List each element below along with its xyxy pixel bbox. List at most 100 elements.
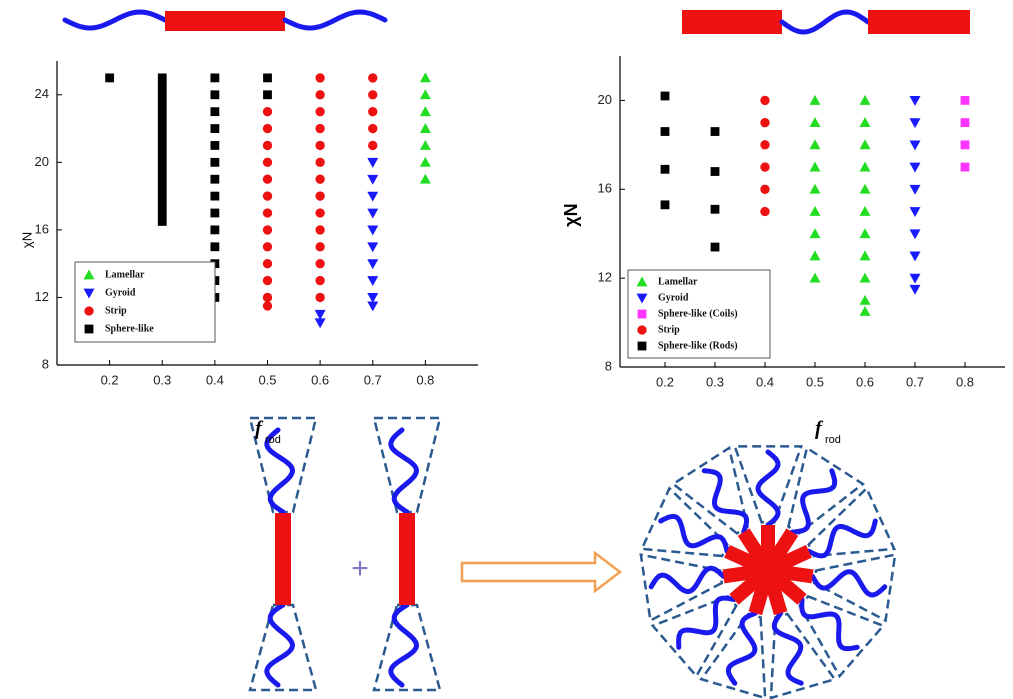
point xyxy=(961,96,970,105)
point xyxy=(315,191,324,200)
point xyxy=(711,167,720,176)
rod xyxy=(165,11,285,31)
y-tick-label: 12 xyxy=(598,270,612,285)
point xyxy=(368,141,377,150)
point xyxy=(263,293,272,302)
legend-label: Gyroid xyxy=(658,292,689,303)
point xyxy=(158,133,167,142)
point xyxy=(860,184,871,194)
point xyxy=(961,140,970,149)
point xyxy=(263,259,272,268)
point xyxy=(420,140,431,150)
x-tick-label: 0.6 xyxy=(856,374,874,389)
point xyxy=(420,106,431,116)
point xyxy=(661,127,670,136)
x-tick-label: 0.3 xyxy=(153,372,171,387)
point xyxy=(263,124,272,133)
point xyxy=(910,96,921,106)
point xyxy=(910,274,921,284)
point xyxy=(661,200,670,209)
point xyxy=(263,301,272,310)
point xyxy=(315,107,324,116)
legend-label: Lamellar xyxy=(105,269,145,280)
point xyxy=(158,183,167,192)
wedge xyxy=(653,596,736,676)
point xyxy=(760,207,769,216)
legend-marker xyxy=(638,310,647,319)
point xyxy=(263,208,272,217)
legend-label: Sphere-like (Rods) xyxy=(658,340,738,351)
legend-label: Strip xyxy=(105,305,127,316)
point xyxy=(158,217,167,226)
point xyxy=(315,293,324,302)
x-axis-label: f xyxy=(255,418,264,440)
y-tick-label: 16 xyxy=(35,221,49,236)
point xyxy=(810,273,821,283)
point xyxy=(367,192,378,202)
legend-marker xyxy=(638,342,647,351)
x-tick-label: 0.8 xyxy=(956,374,974,389)
point xyxy=(158,107,167,116)
point xyxy=(263,90,272,99)
point xyxy=(263,225,272,234)
y-tick-label: 8 xyxy=(42,356,49,371)
x-tick-label: 0.2 xyxy=(656,374,674,389)
point xyxy=(760,162,769,171)
point xyxy=(910,285,921,295)
point xyxy=(368,107,377,116)
point xyxy=(263,107,272,116)
point xyxy=(367,209,378,219)
y-tick-label: 20 xyxy=(598,92,612,107)
point xyxy=(158,209,167,218)
point xyxy=(420,174,431,184)
charts: 8121620240.20.30.40.50.60.70.8χNfrodLame… xyxy=(19,56,1005,446)
rod xyxy=(275,513,291,605)
y-axis-label: χN xyxy=(19,232,34,248)
point xyxy=(158,141,167,150)
point xyxy=(263,191,272,200)
legend-marker xyxy=(637,325,646,334)
point xyxy=(420,89,431,99)
legend-marker xyxy=(85,325,94,334)
point xyxy=(961,163,970,172)
rod xyxy=(682,10,782,34)
point xyxy=(158,124,167,133)
point xyxy=(158,200,167,209)
x-tick-label: 0.5 xyxy=(258,372,276,387)
point xyxy=(158,149,167,158)
point xyxy=(210,175,219,184)
point xyxy=(315,141,324,150)
legend-label: Sphere-like xyxy=(105,323,154,334)
point xyxy=(315,310,326,320)
point xyxy=(368,90,377,99)
point xyxy=(158,116,167,125)
wedge xyxy=(809,488,895,556)
x-axis-label-sub: rod xyxy=(825,434,841,446)
point xyxy=(860,117,871,127)
point xyxy=(263,141,272,150)
wedge xyxy=(800,596,883,676)
coil xyxy=(267,605,293,685)
point xyxy=(910,207,921,217)
legend-label: Strip xyxy=(658,324,680,335)
wedge xyxy=(701,614,765,698)
coil xyxy=(65,12,165,28)
coil xyxy=(651,568,723,591)
x-axis-label: f xyxy=(815,418,824,440)
point xyxy=(760,140,769,149)
point xyxy=(910,118,921,128)
point xyxy=(367,259,378,269)
point xyxy=(910,185,921,195)
point xyxy=(661,92,670,101)
point xyxy=(315,90,324,99)
point xyxy=(158,175,167,184)
point xyxy=(367,293,378,303)
point xyxy=(910,163,921,173)
point xyxy=(420,72,431,82)
point xyxy=(860,95,871,105)
coil xyxy=(285,12,385,28)
legend-label: Gyroid xyxy=(105,287,136,298)
legend-marker xyxy=(84,306,93,315)
point xyxy=(367,158,378,168)
point xyxy=(210,141,219,150)
